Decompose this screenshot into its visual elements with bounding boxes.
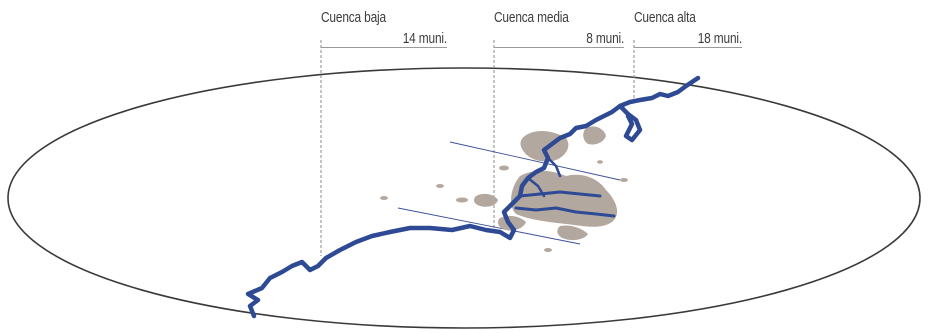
urban-dot-5 [620, 178, 628, 182]
tributary-2 [514, 206, 616, 218]
urban-patch-west [473, 193, 498, 207]
urban-dot-4 [499, 165, 509, 171]
label-rule [321, 47, 447, 48]
divider-lower [397, 207, 581, 245]
basin-name: Cuenca alta [634, 10, 696, 26]
basin-label-alta: Cuenca alta 18 muni. [634, 10, 742, 50]
main-river [245, 75, 701, 319]
municipality-count: 18 muni. [697, 31, 742, 47]
label-rule [634, 47, 742, 48]
river-network [245, 75, 701, 319]
tributary-east-loop [617, 103, 643, 143]
municipality-count: 14 muni. [402, 31, 447, 47]
urban-dot-3 [380, 196, 388, 200]
basin-name: Cuenca baja [321, 10, 386, 26]
basin-label-baja: Cuenca baja 14 muni. [321, 10, 447, 50]
divider-upper [449, 141, 621, 181]
urban-dot-2 [436, 184, 444, 188]
leader-lines [320, 40, 635, 256]
label-rule [494, 47, 624, 48]
tributary-3 [526, 176, 546, 198]
urban-dot-6 [544, 248, 552, 252]
tributary-1 [518, 190, 602, 198]
municipality-count: 8 muni. [586, 31, 624, 47]
urban-patch-south [557, 225, 588, 241]
basin-label-media: Cuenca media 8 muni. [494, 10, 624, 50]
basin-boundary-ellipse [7, 67, 921, 329]
urban-patch-northeast [583, 126, 606, 145]
urban-dot-7 [597, 160, 603, 164]
section-dividers [397, 141, 621, 245]
basin-name: Cuenca media [494, 10, 569, 26]
urban-dot-1 [456, 197, 468, 203]
tributary-4 [546, 156, 562, 178]
